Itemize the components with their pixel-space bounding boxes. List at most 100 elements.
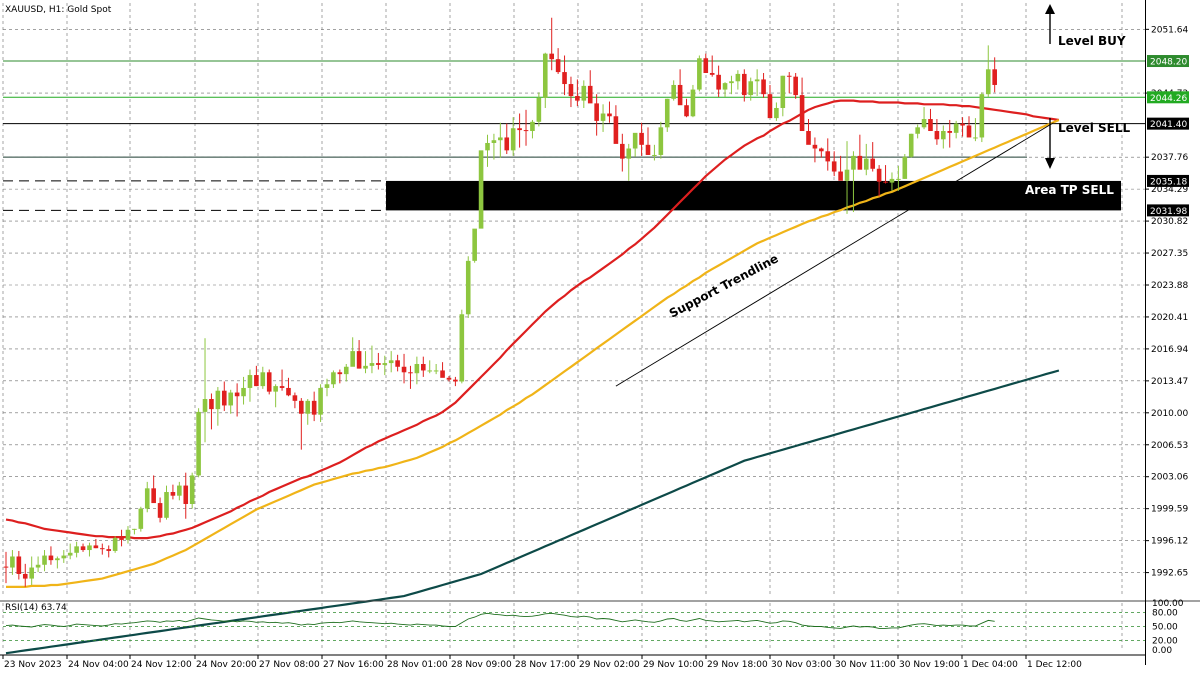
- time-tick-label: 29 Nov 18:00: [707, 660, 768, 670]
- time-tick-label: 24 Nov 04:00: [68, 660, 129, 670]
- candle-body: [183, 485, 189, 504]
- candle-body: [902, 156, 908, 179]
- candle-body: [870, 158, 875, 169]
- candle-body: [774, 107, 779, 119]
- candle-body: [93, 545, 99, 549]
- rsi-label: RSI(14) 63.74: [5, 603, 67, 613]
- candle-body: [799, 95, 805, 132]
- candle-body: [639, 132, 644, 145]
- level-arrows: [1045, 4, 1055, 169]
- candle-body: [928, 119, 933, 132]
- candle-body: [786, 75, 792, 77]
- support-trendline: [615, 122, 1054, 387]
- time-tick-label: 28 Nov 01:00: [387, 660, 448, 670]
- candle-body: [517, 128, 522, 131]
- candle-body: [921, 119, 927, 128]
- price-tick-label: 2023.88: [1151, 281, 1188, 291]
- candle-body: [408, 372, 413, 374]
- candle-body: [279, 386, 285, 388]
- time-tick-label: 28 Nov 17:00: [515, 660, 576, 670]
- candle-body: [241, 387, 246, 397]
- candle-body: [100, 548, 105, 550]
- price-tick-label: 1992.65: [1151, 569, 1188, 579]
- price-tick-label: 2010.00: [1151, 409, 1188, 419]
- candle-body: [35, 564, 41, 568]
- candle-body: [80, 546, 86, 551]
- candle-body: [697, 58, 702, 90]
- candle-body: [690, 89, 696, 117]
- candle-body: [844, 169, 850, 181]
- price-tick-label: 2030.82: [1151, 217, 1188, 227]
- candle-body: [857, 155, 863, 170]
- candle-body: [973, 137, 978, 139]
- candle-body: [896, 178, 901, 180]
- time-tick-label: 27 Nov 08:00: [259, 660, 320, 670]
- candle-body: [465, 260, 471, 315]
- candle-body: [151, 488, 156, 504]
- candle-body: [61, 555, 67, 559]
- time-tick-label: 30 Nov 03:00: [771, 660, 832, 670]
- candle-body: [55, 558, 60, 561]
- candle-body: [812, 144, 818, 149]
- price-label-text-2031.98: 2031.98: [1150, 207, 1187, 217]
- candle-body: [600, 113, 606, 121]
- candle-body: [613, 116, 619, 144]
- price-tick-label: 2016.94: [1151, 345, 1188, 355]
- candle-body: [703, 58, 709, 73]
- candle-body: [376, 363, 381, 365]
- moving-averages: [5, 99, 1060, 655]
- candle-body: [311, 400, 317, 415]
- candle-body: [286, 387, 291, 396]
- support-trendline-group: [615, 122, 1054, 387]
- price-label-text-2044.26: 2044.26: [1150, 94, 1187, 104]
- price-tick-label: 1999.59: [1151, 505, 1188, 515]
- candle-body: [542, 53, 548, 98]
- candle-body: [851, 155, 856, 170]
- moving-average-0: [5, 99, 1060, 540]
- candle-body: [112, 538, 118, 551]
- candle-body: [671, 84, 676, 99]
- candle-body: [299, 400, 304, 414]
- candle-body: [831, 161, 837, 172]
- candle-body: [196, 411, 201, 476]
- candle-body: [170, 492, 176, 496]
- price-label-box-2044.26: [1147, 91, 1189, 104]
- candle-body: [941, 131, 946, 140]
- candle-body: [793, 76, 798, 96]
- candle-body: [915, 127, 920, 134]
- candle-body: [819, 148, 824, 152]
- price-tick-label: 2027.35: [1151, 249, 1188, 259]
- buy-arrow-head: [1045, 4, 1055, 14]
- candle-body: [369, 363, 375, 366]
- price-label-box-2041.40: [1147, 117, 1189, 130]
- chart-title: XAUUSD, H1: Gold Spot: [5, 5, 112, 15]
- candle-body: [947, 131, 953, 133]
- candle-body: [177, 485, 182, 496]
- candle-body: [16, 556, 22, 574]
- price-axis: 2051.642044.722037.762034.292030.822027.…: [0, 0, 1189, 665]
- rsi-tick-label: 50.00: [1152, 623, 1178, 633]
- price-tick-label: 2003.06: [1151, 473, 1188, 483]
- candle-body: [247, 375, 253, 388]
- rsi-tick-label: 20.00: [1152, 637, 1178, 647]
- rsi-tick-label: 100.00: [1152, 599, 1184, 609]
- candle-body: [729, 81, 734, 84]
- candle-body: [536, 97, 542, 122]
- horizontal-levels: [3, 60, 1145, 158]
- candle-body: [953, 123, 959, 133]
- candle-body: [960, 123, 965, 126]
- price-tick-label: 2006.53: [1151, 441, 1188, 451]
- candle-body: [273, 386, 278, 392]
- candle-body: [292, 395, 298, 401]
- candle-body: [157, 503, 163, 518]
- level-buy-label: Level BUY: [1058, 34, 1126, 48]
- area-tp-sell-label: Area TP SELL: [1025, 183, 1114, 197]
- candle-body: [684, 105, 689, 117]
- candle-body: [260, 372, 266, 387]
- area-tp-sell-zone: [3, 180, 1121, 211]
- candle-body: [202, 399, 208, 412]
- candle-body: [587, 85, 593, 104]
- candle-body: [934, 131, 940, 140]
- candle-body: [228, 392, 233, 406]
